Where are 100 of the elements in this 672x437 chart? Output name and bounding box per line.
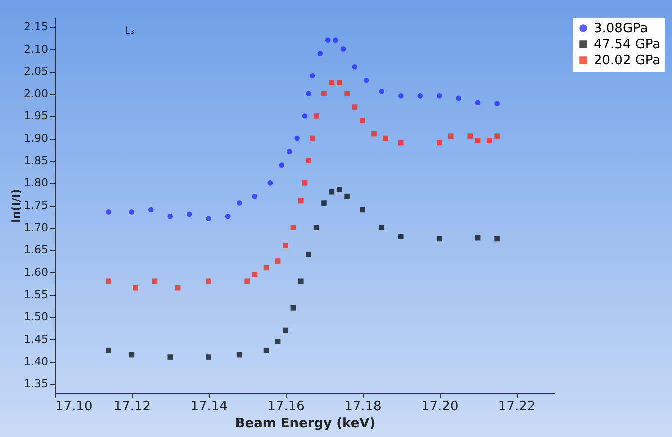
point <box>398 93 404 99</box>
point <box>302 180 308 186</box>
y-axis-title: ln(I/I) <box>10 189 24 223</box>
point <box>306 158 312 164</box>
point <box>310 136 316 142</box>
x-tick-label: 17.16 <box>268 400 305 414</box>
point <box>106 210 112 215</box>
point <box>468 134 474 139</box>
point <box>236 200 242 206</box>
point <box>436 140 442 146</box>
point <box>322 200 327 206</box>
point <box>418 93 424 99</box>
x-tick-label: 17.14 <box>190 400 228 414</box>
point <box>306 252 312 258</box>
point <box>494 101 500 106</box>
point <box>294 136 300 142</box>
point <box>206 354 212 360</box>
point <box>494 134 500 139</box>
y-tick-label: 1.60 <box>24 266 48 279</box>
point <box>298 198 304 204</box>
point <box>436 236 442 242</box>
point <box>340 46 346 52</box>
point <box>329 80 335 86</box>
point <box>236 352 242 358</box>
point <box>168 354 174 360</box>
point <box>186 212 192 218</box>
point <box>318 51 324 56</box>
point <box>398 234 404 240</box>
point <box>333 38 338 43</box>
y-tick-label: 1.95 <box>24 110 48 123</box>
point <box>398 140 404 146</box>
point <box>268 180 274 186</box>
y-tick-label: 1.75 <box>24 199 48 212</box>
point <box>275 339 281 344</box>
legend-label: 47.54 GPa <box>594 38 661 52</box>
point <box>106 348 112 354</box>
point <box>168 214 174 220</box>
point <box>290 225 296 230</box>
point <box>456 96 462 101</box>
point <box>329 189 335 195</box>
y-tick-label: 1.35 <box>24 378 48 391</box>
point <box>360 118 366 124</box>
point <box>436 93 442 99</box>
x-tick-label: 17.10 <box>56 400 93 414</box>
point <box>148 207 154 213</box>
point <box>475 138 481 144</box>
point <box>283 328 288 334</box>
point <box>279 162 285 168</box>
point <box>486 138 492 144</box>
point <box>286 149 292 155</box>
point <box>314 225 320 230</box>
x-tick-label: 17.18 <box>344 400 382 414</box>
annotation: L₃ <box>125 26 135 37</box>
point <box>383 136 388 142</box>
point <box>152 278 158 284</box>
x-tick-label: 17.22 <box>498 400 536 414</box>
point <box>379 89 385 94</box>
y-tick-label: 2.05 <box>24 65 48 78</box>
x-axis-title: Beam Energy (keV) <box>235 416 376 432</box>
y-tick-label: 1.45 <box>24 332 48 346</box>
point <box>344 194 350 200</box>
legend-label: 3.08GPa <box>594 22 648 36</box>
point <box>306 91 312 97</box>
y-tick-label: 1.70 <box>24 221 48 234</box>
point <box>494 236 500 242</box>
point <box>360 207 366 213</box>
point <box>379 225 385 230</box>
point <box>336 187 342 193</box>
y-tick-label: 2.00 <box>24 87 48 100</box>
point <box>448 134 454 139</box>
point <box>336 80 342 86</box>
point <box>325 38 331 43</box>
point <box>352 64 358 70</box>
y-tick-label: 1.90 <box>24 132 48 146</box>
y-tick-label: 1.65 <box>24 244 48 257</box>
point <box>275 258 281 264</box>
point <box>475 100 481 106</box>
point <box>283 243 288 248</box>
y-tick-label: 1.50 <box>24 310 48 324</box>
x-tick-label: 17.20 <box>422 400 459 414</box>
point <box>322 91 327 97</box>
point <box>372 131 377 137</box>
point <box>206 278 212 284</box>
y-tick-label: 1.80 <box>24 176 48 190</box>
point <box>225 214 231 220</box>
y-tick-label: 1.55 <box>24 288 48 302</box>
point <box>106 278 112 284</box>
point <box>302 114 308 119</box>
x-tick-label: 17.12 <box>114 400 152 414</box>
point <box>364 78 370 84</box>
point <box>344 91 350 97</box>
y-tick-label: 1.85 <box>24 154 48 168</box>
y-tick-label: 2.10 <box>24 42 48 56</box>
point <box>352 104 358 110</box>
point <box>314 114 320 119</box>
point <box>129 210 135 215</box>
y-tick-label: 1.40 <box>24 355 48 368</box>
y-tick-label: 2.15 <box>24 20 48 34</box>
point <box>252 194 258 200</box>
legend-label: 20.02 GPa <box>594 54 661 68</box>
